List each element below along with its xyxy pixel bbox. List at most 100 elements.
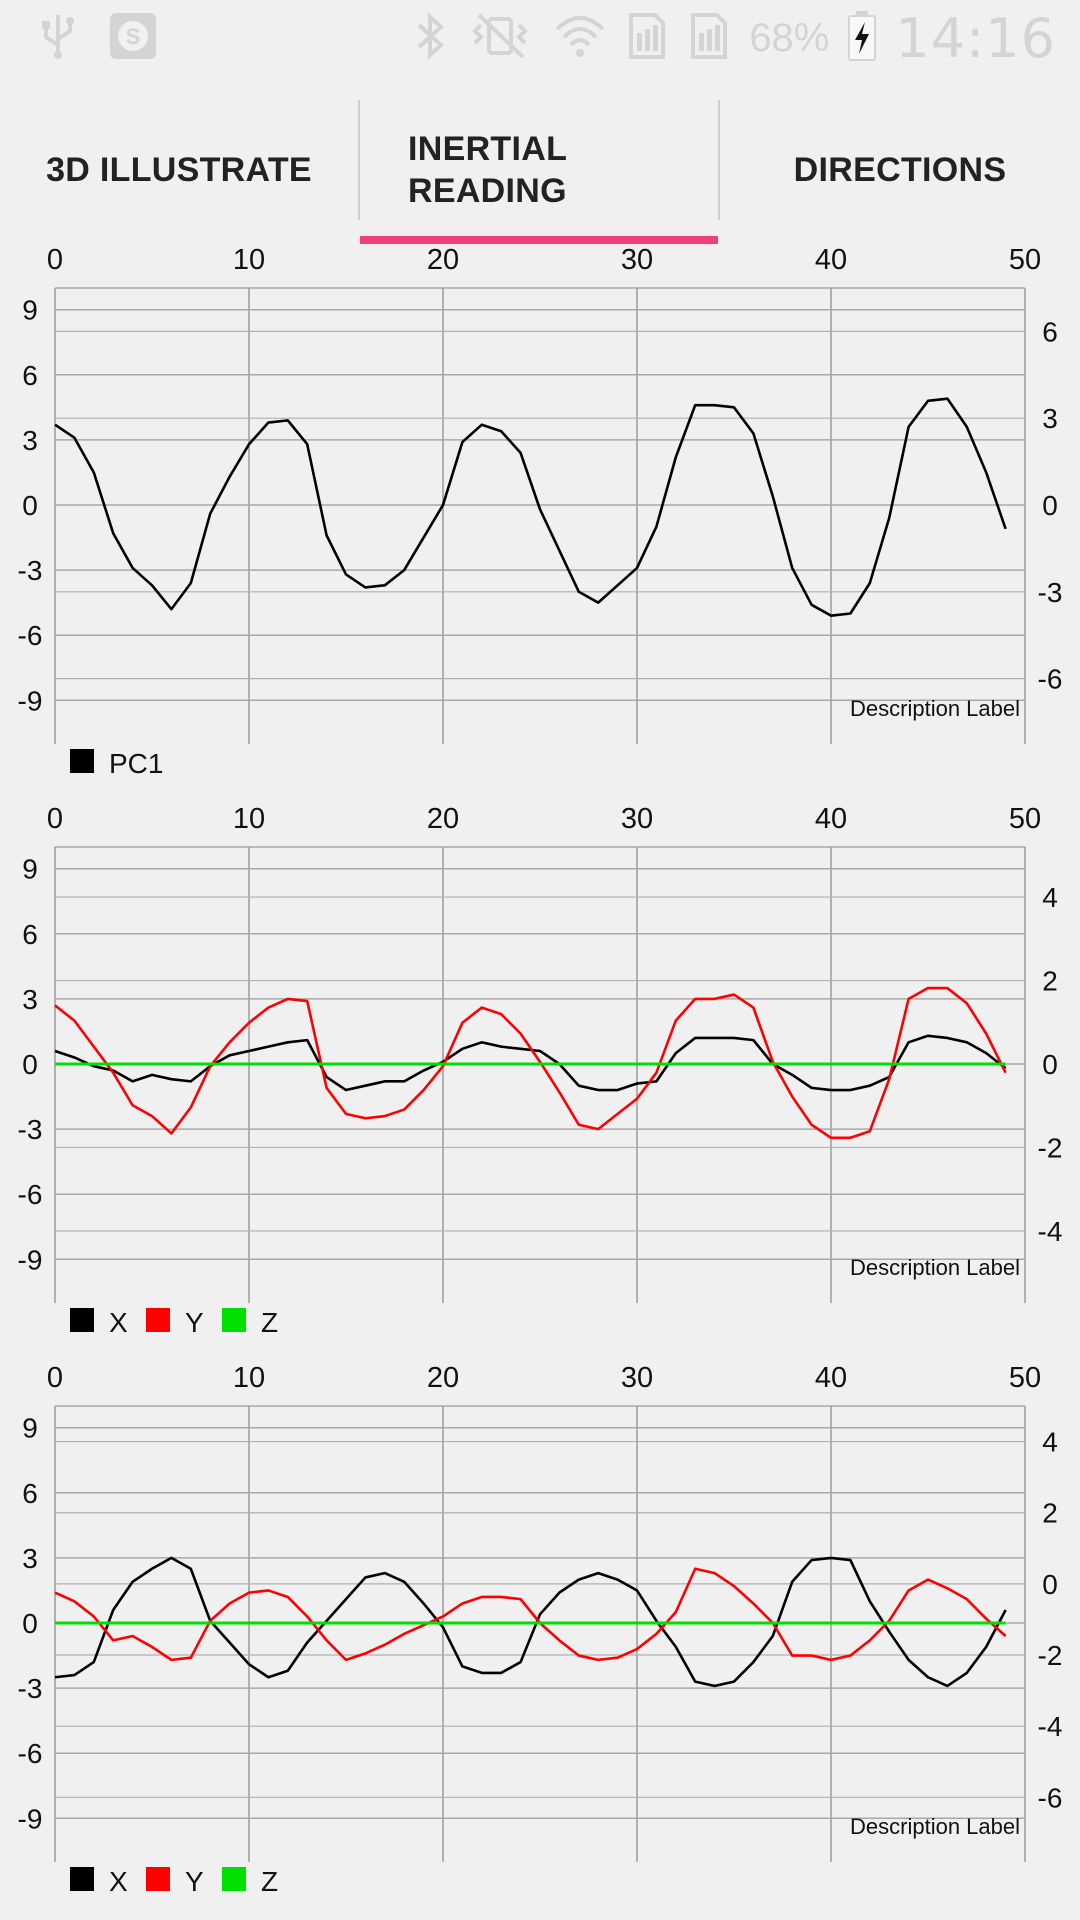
grid [54, 1405, 1026, 1862]
bluetooth-icon [413, 11, 447, 66]
left-tick-label: 3 [22, 984, 38, 1015]
left-tick-label: 9 [22, 1413, 38, 1444]
x-tick-label: 30 [621, 1362, 653, 1394]
left-tick-label: -9 [18, 685, 43, 716]
x-tick-label: 30 [621, 803, 653, 835]
left-tick-label: 6 [22, 919, 38, 950]
legend: X Y Z [70, 1307, 278, 1338]
xyz-chart-2: 0 10 20 30 40 509630-3-6-9420-2-4-6Descriptio… [18, 1362, 1063, 1897]
x-tick-label: 40 [815, 803, 847, 835]
grid [54, 846, 1026, 1303]
x-tick-label: 20 [427, 1362, 459, 1394]
usb-icon [38, 11, 78, 66]
left-tick-label: 6 [22, 1478, 38, 1509]
right-tick-label: 0 [1042, 1569, 1058, 1600]
right-tick-label: 0 [1042, 1049, 1058, 1080]
right-tick-label: 3 [1042, 403, 1058, 434]
left-tick-label: -3 [18, 1673, 43, 1704]
x-tick-label: 10 [233, 803, 265, 835]
legend-swatch-z [222, 1308, 246, 1332]
tab-label: DIRECTIONS [793, 150, 1007, 189]
right-tick-label: 4 [1042, 1427, 1058, 1458]
battery-charging-icon [847, 10, 877, 67]
x-tick-label: 40 [815, 1362, 847, 1394]
vibrate-mute-icon [465, 11, 535, 66]
selected-tab-indicator [360, 236, 718, 244]
legend-label-x: X [109, 1866, 128, 1897]
series-line-pc1 [54, 397, 1007, 617]
pc1-chart: 0 10 20 30 40 509630-3-6-9630-3-6Description … [18, 244, 1063, 779]
x-tick-label: 50 [1009, 1362, 1041, 1394]
x-tick-label: 10 [233, 244, 265, 276]
description-label: Description Label [850, 696, 1020, 721]
description-label: Description Label [850, 1255, 1020, 1280]
tab-divider [718, 100, 720, 220]
right-tick-label: -6 [1038, 1782, 1063, 1813]
series-line-y [54, 1567, 1007, 1662]
left-tick-label: -6 [18, 620, 43, 651]
left-tick-label: -3 [18, 1114, 43, 1145]
right-tick-label: -4 [1038, 1216, 1063, 1247]
right-tick-label: -3 [1038, 577, 1063, 608]
right-tick-label: 2 [1042, 1498, 1058, 1529]
tab-divider [358, 100, 360, 220]
x-tick-label: 10 [233, 1362, 265, 1394]
right-tick-label: 2 [1042, 966, 1058, 997]
wifi-icon [553, 11, 607, 66]
right-tick-label: -6 [1038, 664, 1063, 695]
tab-inertial-reading[interactable]: INERTIAL READING [360, 96, 718, 244]
left-tick-label: -3 [18, 555, 43, 586]
left-tick-label: 9 [22, 295, 38, 326]
legend-label-pc1: PC1 [109, 748, 163, 779]
description-label: Description Label [850, 1814, 1020, 1839]
right-tick-label: 0 [1042, 490, 1058, 521]
right-tick-label: -2 [1038, 1132, 1063, 1163]
battery-percent: 68% [749, 15, 830, 60]
left-tick-label: 3 [22, 425, 38, 456]
left-tick-label: 6 [22, 360, 38, 391]
left-tick-label: -6 [18, 1179, 43, 1210]
legend-swatch-x [70, 1308, 94, 1332]
left-tick-label: 9 [22, 854, 38, 885]
sim2-signal-icon [687, 11, 731, 66]
x-tick-label: 50 [1009, 803, 1041, 835]
tab-3d-illustrate[interactable]: 3D ILLUSTRATE [0, 96, 358, 244]
tab-label: INERTIAL READING [408, 128, 567, 212]
legend: X Y Z [70, 1866, 278, 1897]
tab-directions[interactable]: DIRECTIONS [720, 96, 1080, 244]
left-tick-label: 3 [22, 1543, 38, 1574]
tab-label-line-1: INERTIAL [408, 130, 568, 168]
left-tick-label: 0 [22, 1608, 38, 1639]
x-tick-label: 40 [815, 244, 847, 276]
tab-label-line-2: READING [408, 172, 567, 210]
left-tick-label: -9 [18, 1803, 43, 1834]
legend-label-y: Y [185, 1866, 204, 1897]
legend-label-z: Z [261, 1307, 278, 1338]
sim1-signal-icon [625, 11, 669, 66]
legend-swatch-z [222, 1867, 246, 1891]
svg-text:S: S [126, 24, 141, 49]
legend-swatch-y [146, 1867, 170, 1891]
right-tick-label: 4 [1042, 882, 1058, 913]
series-line-y [54, 986, 1007, 1140]
legend-label-y: Y [185, 1307, 204, 1338]
grid [54, 287, 1026, 744]
app-s-icon: S [108, 11, 158, 66]
x-tick-label: 0 [47, 244, 63, 276]
x-tick-label: 30 [621, 244, 653, 276]
legend-swatch-x [70, 1867, 94, 1891]
legend-label-x: X [109, 1307, 128, 1338]
right-tick-label: -2 [1038, 1640, 1063, 1671]
x-tick-label: 0 [47, 803, 63, 835]
tab-label: 3D ILLUSTRATE [46, 150, 312, 189]
legend-label-z: Z [261, 1866, 278, 1897]
x-tick-label: 0 [47, 1362, 63, 1394]
right-tick-label: 6 [1042, 316, 1058, 347]
left-tick-label: -9 [18, 1244, 43, 1275]
left-tick-label: -6 [18, 1738, 43, 1769]
clock: 14:16 [895, 6, 1056, 70]
left-tick-label: 0 [22, 1049, 38, 1080]
tab-bar: 3D ILLUSTRATE INERTIAL READING DIRECTION… [0, 96, 1080, 244]
left-tick-label: 0 [22, 490, 38, 521]
legend: PC1 [70, 748, 163, 779]
